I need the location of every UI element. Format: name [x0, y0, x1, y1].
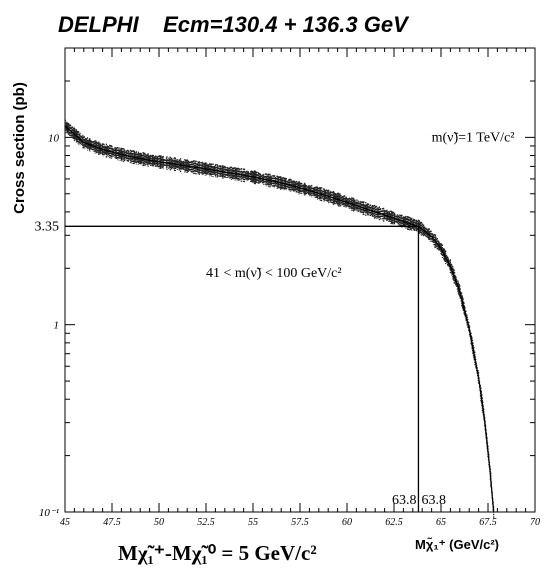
cross-section-band-strokes [64, 119, 495, 518]
reference-lines [65, 225, 420, 512]
x-tick-label: 62.5 [385, 517, 403, 528]
x-axis-main-label: Mχ̃₁⁺-Mχ̃₁⁰ = 5 GeV/c² [118, 541, 317, 565]
annotation-heavy-sneutrino: m(ν̃)=1 TeV/c² [432, 131, 515, 146]
y-tick-label: 1 [54, 320, 60, 332]
x-tick-label: 65 [436, 517, 446, 528]
x-tick-label: 67.5 [479, 517, 497, 528]
y-tick-label: 3.35 [35, 219, 60, 234]
x-axis-unit-label: Mχ̃₁⁺ (GeV/c²) [415, 537, 499, 552]
reference-x-label-right: 63.8 [421, 493, 446, 508]
cross-section-curve [64, 125, 495, 513]
y-tick-label: 10⁻¹ [39, 507, 59, 519]
cross-section-band [64, 119, 495, 518]
x-tick-label: 52.5 [197, 517, 215, 528]
x-tick-label: 55 [248, 517, 258, 528]
chart-title: DELPHI Ecm=130.4 + 136.3 GeV [58, 12, 410, 37]
x-tick-label: 60 [342, 517, 352, 528]
annotation-light-sneutrino: 41 < m(ν̃) < 100 GeV/c² [206, 266, 342, 281]
y-tick-label: 10 [48, 132, 60, 144]
x-tick-label: 70 [530, 517, 540, 528]
x-tick-label: 50 [154, 517, 164, 528]
x-tick-label: 57.5 [291, 517, 309, 528]
axis-tick-labels: 45 47.5 50 52.5 55 57.5 60 62.5 65 67.5 70 10 3.35 1 1… [35, 132, 541, 528]
reference-x-label-left: 63.8 [392, 493, 417, 508]
y-axis-label: Cross section (pb) [11, 82, 28, 214]
x-tick-label: 47.5 [103, 517, 121, 528]
axis-ticks [64, 47, 536, 513]
x-tick-label: 45 [60, 517, 70, 528]
